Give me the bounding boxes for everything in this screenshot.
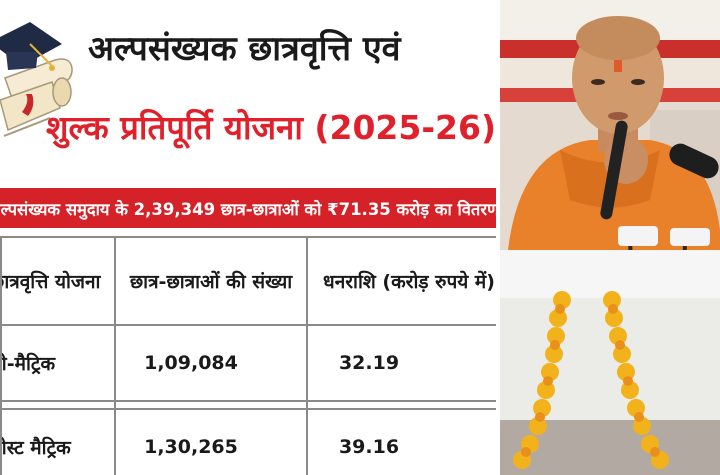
title-line-2: शुल्क प्रतिपूर्ति योजना (2025-26) (46, 108, 497, 147)
mortarboard (0, 22, 62, 71)
table-row: प्री-मैट्रिक 1,09,084 32.19 (0, 324, 500, 402)
distribution-banner: अल्पसंख्यक समुदाय के 2,39,349 छात्र-छात्… (0, 188, 498, 228)
scheme-infographic: अल्पसंख्यक छात्रवृत्ति एवं शुल्क प्रतिपू… (0, 22, 500, 475)
title-line-1: अल्पसंख्यक छात्रवृत्ति एवं (88, 29, 401, 69)
speaker-photo (500, 0, 720, 475)
cell-amount: 39.16 (306, 408, 500, 475)
cell-students: 1,09,084 (114, 324, 308, 402)
spacer-cell (0, 400, 116, 410)
banner-text: अल्पसंख्यक समुदाय के 2,39,349 छात्र-छात्… (0, 199, 498, 219)
cell-scheme: प्री-मैट्रिक (0, 324, 116, 402)
podium-top (500, 250, 720, 298)
cell-students: 1,30,265 (114, 408, 308, 475)
scholarship-table: छात्रवृत्ति योजना छात्र-छात्राओं की संख्… (0, 236, 500, 475)
column-header-amount: धनराशि (करोड़ रुपये में) (306, 236, 500, 326)
handheld-mic (600, 120, 628, 220)
cell-scheme: पोस्ट मैट्रिक (0, 408, 116, 475)
graduation-cap-icon (0, 22, 73, 137)
table-header-row: छात्रवृत्ति योजना छात्र-छात्राओं की संख्… (0, 236, 500, 326)
column-header-scheme: छात्रवृत्ति योजना (0, 236, 116, 326)
table-row: पोस्ट मैट्रिक 1,30,265 39.16 (0, 408, 500, 475)
table-spacer-row (0, 400, 500, 410)
panel-divider (496, 0, 502, 475)
diploma-scroll (0, 58, 73, 137)
spacer-cell (306, 400, 500, 410)
column-header-students: छात्र-छात्राओं की संख्या (114, 236, 308, 326)
spacer-cell (114, 400, 308, 410)
cell-amount: 32.19 (306, 324, 500, 402)
